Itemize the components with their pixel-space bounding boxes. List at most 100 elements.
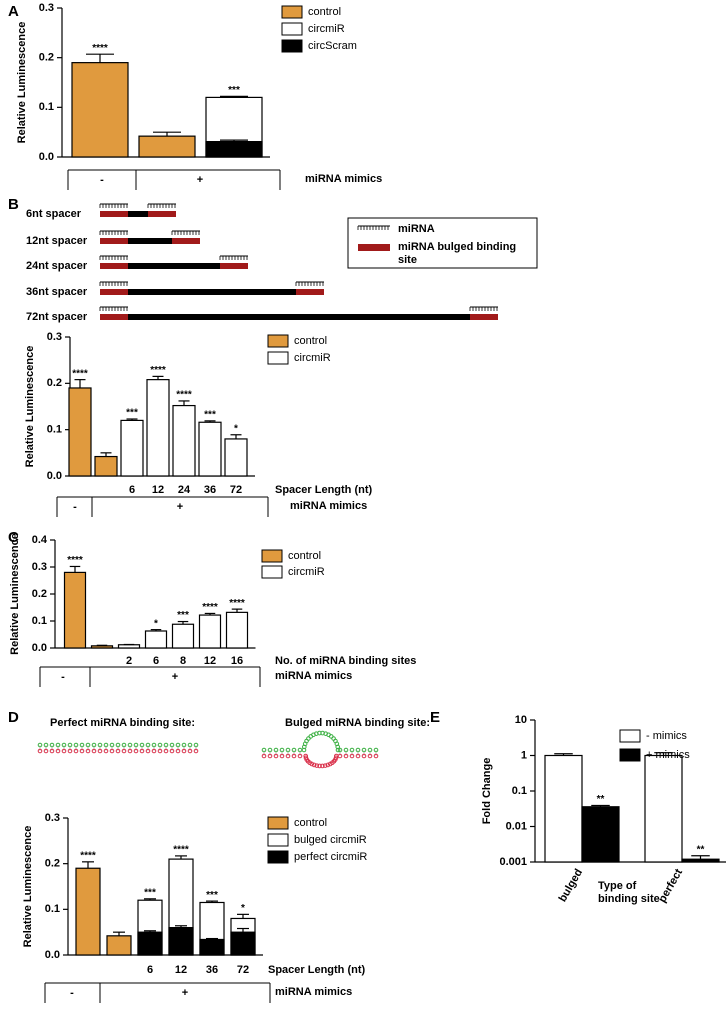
nucleotide (311, 762, 317, 768)
panel-letter: A (8, 3, 19, 20)
nucleotide (109, 748, 115, 754)
binding-site (296, 289, 324, 295)
group-title: miRNA mimics (290, 500, 367, 512)
nucleotide (121, 748, 127, 754)
bar (106, 935, 132, 956)
nucleotide (151, 748, 157, 754)
nucleotide (322, 763, 328, 768)
spacer (128, 238, 172, 244)
nucleotide (37, 748, 43, 754)
x-tick-label: 36 (206, 964, 218, 976)
bar (144, 630, 168, 649)
significance: **** (202, 602, 218, 613)
group-label: + (177, 501, 183, 513)
group-label: - (70, 987, 74, 999)
nucleotide (273, 753, 279, 759)
spacer (128, 314, 470, 320)
nucleotide (127, 742, 133, 748)
nucleotide (109, 742, 115, 748)
nucleotide (361, 747, 367, 753)
x-tick-label: 6 (147, 964, 153, 976)
panel-letter: B (8, 196, 19, 213)
nucleotide (291, 753, 297, 759)
diagram-legend-label-box: miRNA bulged binding site (398, 241, 516, 266)
significance: **** (173, 845, 189, 856)
group-title: miRNA mimics (275, 986, 352, 998)
y-tick-label: 0.0 (45, 949, 60, 961)
y-tick-label: 0.2 (47, 377, 62, 389)
y-tick-label: 1 (521, 749, 527, 761)
legend-label: circScram (308, 40, 357, 52)
legend-label: control (294, 335, 327, 347)
x-axis-label: Spacer Length (nt) (275, 484, 373, 496)
nucleotide (115, 748, 121, 754)
group-label: - (100, 174, 104, 186)
legend-label: circmiR (288, 566, 325, 578)
nucleotide (343, 747, 349, 753)
nucleotide (97, 742, 103, 748)
nucleotide (193, 742, 199, 748)
diagram-legend-swatch (358, 244, 390, 251)
bar (146, 379, 170, 477)
bar (172, 404, 196, 477)
nucleotide (103, 748, 109, 754)
x-axis-label: Spacer Length (nt) (268, 964, 366, 976)
nucleotide (157, 748, 163, 754)
nucleotide (267, 747, 273, 753)
nucleotide (279, 747, 285, 753)
group-title: miRNA mimics (275, 670, 352, 682)
nucleotide (85, 742, 91, 748)
legend-swatch (281, 39, 303, 53)
bar (120, 419, 144, 477)
legend-label: + mimics (646, 749, 690, 761)
legend-swatch (619, 748, 641, 762)
nucleotide (193, 748, 199, 754)
legend-swatch (261, 565, 283, 579)
nucleotide (333, 755, 339, 761)
diagram-label: Perfect miRNA binding site: (50, 717, 195, 729)
nucleotide (79, 742, 85, 748)
nucleotide (334, 753, 339, 759)
x-tick-label: 2 (126, 655, 132, 667)
x-tick-label: bulged (557, 867, 585, 904)
significance: **** (80, 850, 96, 861)
nucleotide (145, 742, 151, 748)
nucleotide (61, 748, 67, 754)
nucleotide (314, 763, 320, 768)
nucleotide (163, 742, 169, 748)
nucleotide (261, 753, 267, 759)
bar (117, 644, 141, 649)
nucleotide (37, 742, 43, 748)
diagram-row-label: 6nt spacer (26, 208, 82, 220)
y-tick-label: 0.3 (45, 812, 60, 824)
group-label: + (197, 174, 203, 186)
x-tick-label: 36 (204, 484, 216, 496)
nucleotide (373, 747, 379, 753)
legend-label: - mimics (646, 730, 687, 742)
binding-site (148, 211, 176, 217)
bar (75, 867, 101, 956)
x-tick-label: 72 (230, 484, 242, 496)
y-axis-label: Relative Luminescence (22, 826, 34, 948)
nucleotide (285, 747, 291, 753)
nucleotide (187, 742, 193, 748)
bar (581, 806, 620, 863)
nucleotide (309, 761, 315, 767)
bar (198, 614, 222, 649)
nucleotide (261, 747, 267, 753)
significance: *** (206, 890, 218, 901)
legend-swatch (267, 850, 289, 864)
x-tick-label: 16 (231, 655, 243, 667)
y-tick-label: 0.1 (512, 785, 527, 797)
bar (681, 858, 720, 863)
diagram-row-label: 24nt spacer (26, 260, 88, 272)
significance: **** (67, 555, 83, 566)
x-tick-label: 12 (204, 655, 216, 667)
nucleotide (79, 748, 85, 754)
y-axis-label: Fold Change (481, 758, 493, 825)
binding-site (100, 289, 128, 295)
nucleotide (55, 742, 61, 748)
nucleotide (343, 753, 349, 759)
y-tick-label: 0.001 (499, 856, 527, 868)
bar (94, 455, 118, 477)
